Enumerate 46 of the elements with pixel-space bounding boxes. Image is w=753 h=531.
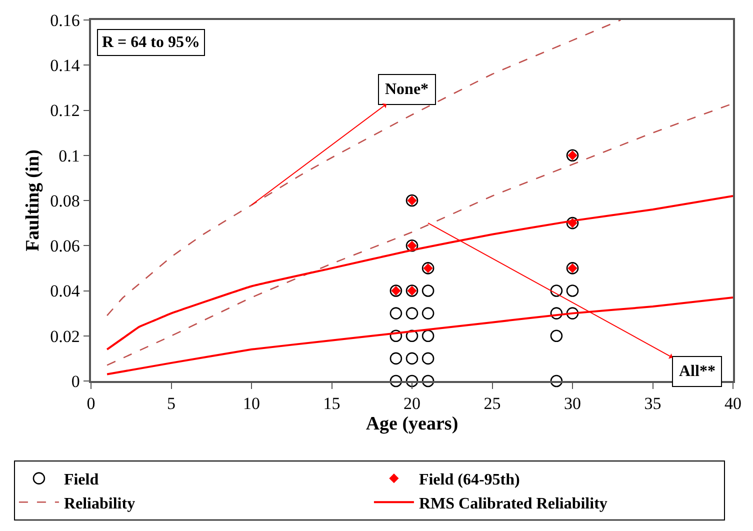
- y-axis-title: Faulting (in): [22, 150, 44, 252]
- x-axis-title: Age (years): [366, 413, 458, 434]
- point: [550, 374, 563, 388]
- point: [550, 330, 563, 342]
- point: [422, 330, 434, 342]
- y-tick-label: 0.16: [50, 10, 80, 30]
- legend-label: Reliability: [64, 495, 136, 512]
- legend-label: Field: [64, 472, 99, 489]
- x-tick-label: 0: [86, 394, 96, 414]
- x-tick-label: 5: [167, 394, 176, 414]
- point: [550, 307, 563, 320]
- point: [566, 284, 579, 297]
- x-tick-label: 10: [243, 394, 260, 414]
- point: [422, 307, 434, 320]
- point: [406, 307, 418, 320]
- x-tick-label: 35: [644, 394, 662, 414]
- point: [422, 284, 434, 297]
- x-tick-label: 20: [404, 394, 420, 414]
- point: [406, 374, 418, 388]
- y-tick-label: 0.1: [58, 146, 80, 166]
- x-tick-label: 15: [323, 394, 340, 414]
- annotation: R = 64 to 95%: [102, 34, 200, 51]
- point: [422, 352, 434, 365]
- legend-label: RMS Calibrated Reliability: [418, 495, 608, 512]
- point: [390, 330, 402, 342]
- x-tick-label: 25: [484, 394, 501, 414]
- y-tick-label: 0: [71, 372, 80, 391]
- x-tick-label: 40: [724, 394, 742, 414]
- point: [406, 352, 418, 365]
- legend-label: Field (64-95th): [418, 472, 520, 489]
- point: [566, 307, 579, 320]
- point: [390, 352, 402, 365]
- point: [406, 330, 418, 342]
- y-tick-label: 0.14: [50, 56, 80, 76]
- annotation: All**: [679, 363, 716, 380]
- point: [550, 284, 563, 297]
- y-tick-label: 0.02: [50, 326, 80, 346]
- point: [422, 374, 434, 388]
- point: [390, 374, 402, 388]
- y-tick-label: 0.06: [50, 236, 80, 256]
- x-tick-label: 30: [564, 394, 581, 414]
- y-tick-label: 0.12: [50, 101, 80, 120]
- point: [390, 307, 402, 320]
- annotation: None*: [385, 81, 429, 98]
- y-tick-label: 0.04: [50, 282, 80, 301]
- y-tick-label: 0.08: [50, 191, 80, 210]
